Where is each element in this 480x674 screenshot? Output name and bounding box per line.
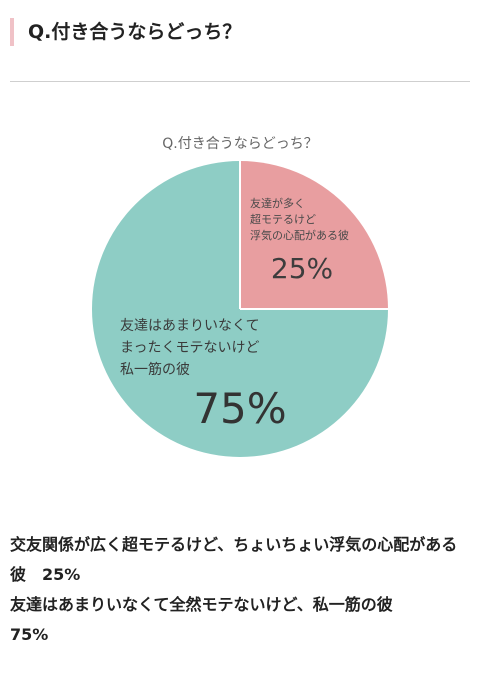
summary-item-value: 75%	[10, 625, 49, 644]
summary-item: 交友関係が広く超モテるけど、ちょいちょい浮気の心配がある彼 25%	[10, 530, 470, 590]
slice-label-major-line1: 友達はあまりいなくて	[120, 318, 260, 334]
slice-label-minor-line2: 超モテるけど	[250, 212, 316, 226]
slice-label-major-line3: 私一筋の彼	[120, 361, 190, 378]
summary-item: 友達はあまりいなくて全然モテないけど、私一筋の彼 75%	[10, 590, 470, 650]
slice-label-minor-line1: 友達が多く	[250, 196, 305, 210]
slice-value-major: 75%	[193, 384, 286, 433]
pie-chart: Q.付き合うならどっち？ 友達が多く 超モテるけど 浮気の心配がある彼 25% …	[80, 126, 400, 466]
chart-title: Q.付き合うならどっち？	[162, 136, 317, 152]
pie-slice-minor	[240, 161, 388, 309]
summary-item-text: 交友関係が広く超モテるけど、ちょいちょい浮気の心配がある彼	[10, 535, 458, 584]
summary-text: 交友関係が広く超モテるけど、ちょいちょい浮気の心配がある彼 25% 友達はあまりい…	[10, 530, 470, 650]
summary-item-value: 25%	[42, 565, 81, 584]
divider	[10, 81, 470, 82]
slice-label-major-line2: まったくモテないけど	[120, 340, 259, 356]
pie-chart-svg: Q.付き合うならどっち？ 友達が多く 超モテるけど 浮気の心配がある彼 25% …	[92, 136, 388, 457]
summary-item-text: 友達はあまりいなくて全然モテないけど、私一筋の彼	[10, 595, 393, 614]
page-heading: Q.付き合うならどっち？	[10, 18, 241, 46]
slice-label-minor-line3: 浮気の心配がある彼	[250, 228, 349, 242]
slice-value-minor: 25%	[271, 252, 333, 285]
